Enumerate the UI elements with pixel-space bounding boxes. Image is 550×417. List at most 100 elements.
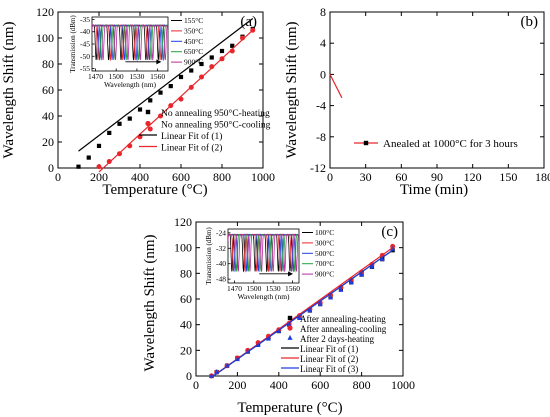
y-tick-label: 4 bbox=[320, 36, 326, 50]
data-point bbox=[189, 68, 194, 73]
y-tick-label: 0 bbox=[186, 369, 192, 383]
data-point bbox=[286, 321, 292, 327]
y-tick-label: 120 bbox=[36, 5, 54, 19]
inset-legend-label: 500°C bbox=[315, 249, 334, 258]
inset-x-tick-label: 1530 bbox=[266, 284, 281, 293]
data-point bbox=[297, 315, 302, 321]
panel-c-label: (c) bbox=[381, 224, 398, 240]
inset-x-tick-label: 1500 bbox=[246, 284, 261, 293]
inset-legend-label: 650°C bbox=[184, 47, 203, 56]
data-point bbox=[107, 130, 112, 135]
x-tick-label: 600 bbox=[311, 378, 329, 392]
inset-x-tick-label: 1560 bbox=[285, 284, 300, 293]
panel-a-ylabel: Wavelength Shift (nm) bbox=[1, 21, 17, 158]
y-tick-label: 80 bbox=[180, 266, 192, 280]
inset-y-tick-label: -32 bbox=[216, 244, 226, 253]
legend-label: After 2 days-heating bbox=[300, 334, 374, 344]
panel-b: (b) Time (min) Wavelength Shift (nm) 0 30… bbox=[284, 5, 550, 198]
data-point bbox=[328, 294, 333, 300]
x-tick-label: 30 bbox=[360, 170, 372, 184]
inset-x-tick-label: 1530 bbox=[129, 72, 144, 81]
y-tick-label: 60 bbox=[42, 83, 54, 97]
spectrum-trace bbox=[92, 24, 168, 61]
inset-ylabel: Transmission (dBm) bbox=[69, 15, 77, 73]
data-point bbox=[307, 307, 313, 313]
y-tick-label: 100 bbox=[174, 241, 192, 255]
legend-label: Linear Fit of (3) bbox=[300, 364, 358, 374]
x-tick-label: 800 bbox=[213, 170, 231, 184]
inset-legend-label: 900°C bbox=[315, 270, 334, 279]
inset-legend-label: 155°C bbox=[184, 16, 203, 25]
y-tick-label: 8 bbox=[320, 5, 326, 19]
inset-legend-label: 700°C bbox=[315, 259, 334, 268]
data-point bbox=[209, 64, 215, 70]
inset-y-tick-label: -35 bbox=[80, 15, 90, 24]
inset-legend-label: 450°C bbox=[184, 37, 203, 46]
data-point bbox=[158, 90, 163, 95]
legend-marker bbox=[145, 109, 151, 115]
panel-b-label: (b) bbox=[521, 14, 539, 30]
x-tick-label: 200 bbox=[228, 378, 246, 392]
data-point bbox=[379, 256, 385, 262]
panel-b-ylabel: Wavelength Shift (nm) bbox=[284, 21, 300, 158]
panel-b-xlabel: Time (min) bbox=[400, 182, 468, 198]
y-tick-label: -4 bbox=[316, 99, 326, 113]
panel-c-ylabel: Wavelength Shift (nm) bbox=[142, 234, 158, 371]
x-tick-label: 200 bbox=[90, 170, 108, 184]
x-tick-label: 180 bbox=[535, 170, 550, 184]
data-point bbox=[76, 164, 81, 169]
data-point bbox=[96, 164, 102, 170]
legend-label: After annealing-heating bbox=[300, 314, 386, 324]
y-tick-label: 60 bbox=[180, 292, 192, 306]
inset-y-tick-label: -48 bbox=[216, 275, 226, 284]
x-tick-label: 400 bbox=[270, 378, 288, 392]
x-tick-label: 0 bbox=[55, 170, 61, 184]
legend-label: Anealed at 1000°C for 3 hours bbox=[383, 138, 518, 150]
legend-marker bbox=[287, 334, 293, 340]
y-tick-label: 20 bbox=[42, 135, 54, 149]
data-point bbox=[178, 74, 184, 80]
legend-label: Linear Fit of (1) bbox=[161, 131, 222, 142]
x-tick-label: 150 bbox=[499, 170, 517, 184]
y-tick-label: 20 bbox=[180, 343, 192, 357]
data-point bbox=[369, 263, 375, 269]
x-tick-label: 0 bbox=[193, 378, 199, 392]
panel-a: (a) Temperature (°C) Wavelength Shift (n… bbox=[1, 5, 275, 198]
data-point bbox=[96, 143, 102, 148]
x-tick-label: 600 bbox=[172, 170, 190, 184]
legend-marker bbox=[287, 325, 293, 331]
y-tick-label: 0 bbox=[320, 67, 326, 81]
panel-c: (c) Temperature (°C) Wavelength Shift (n… bbox=[142, 215, 415, 416]
y-tick-label: 80 bbox=[42, 57, 54, 71]
data-point bbox=[127, 116, 132, 121]
inset-x-tick-label: 1470 bbox=[227, 284, 242, 293]
inset-spectra bbox=[228, 233, 299, 273]
spectrum-trace bbox=[228, 233, 299, 273]
data-point bbox=[230, 43, 235, 48]
x-tick-label: 800 bbox=[353, 378, 371, 392]
data-point bbox=[348, 279, 354, 285]
data-point bbox=[168, 84, 173, 89]
data-point bbox=[117, 121, 122, 126]
data-point bbox=[266, 335, 271, 341]
x-tick-label: 90 bbox=[431, 170, 443, 184]
panel-c-xlabel: Temperature (°C) bbox=[237, 400, 342, 416]
inset-legend-label: 350°C bbox=[184, 26, 203, 35]
inset-spectra bbox=[92, 24, 168, 62]
data-point bbox=[209, 55, 214, 60]
panel-a-xlabel: Temperature (°C) bbox=[102, 182, 207, 198]
x-tick-label: 400 bbox=[131, 170, 149, 184]
y-tick-label: 0 bbox=[48, 161, 54, 175]
inset-y-tick-label: -45 bbox=[80, 40, 90, 49]
data-point bbox=[148, 98, 153, 103]
data-point bbox=[359, 271, 365, 277]
y-tick-label: 40 bbox=[42, 109, 54, 123]
data-point bbox=[137, 107, 143, 112]
fit-line bbox=[98, 29, 254, 173]
y-tick-label: 40 bbox=[180, 318, 192, 332]
y-tick-label: 100 bbox=[36, 31, 54, 45]
shift-arrowhead bbox=[156, 59, 162, 65]
inset-ylabel: Transmission (dBm) bbox=[205, 227, 213, 285]
legend-label: Linear Fit of (2) bbox=[300, 354, 358, 364]
